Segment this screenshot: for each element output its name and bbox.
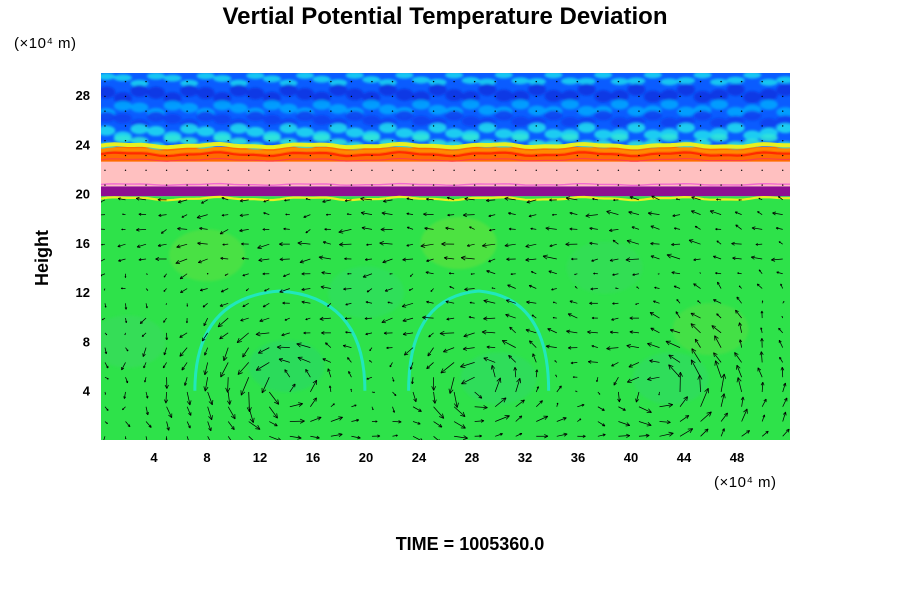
y-tick-label: 28 [76, 88, 90, 103]
x-tick-label: 4 [150, 450, 158, 465]
x-tick-label: 40 [624, 450, 638, 465]
y-axis-label: Height [32, 230, 52, 286]
x-tick-label: 12 [253, 450, 267, 465]
x-tick-label: 8 [203, 450, 210, 465]
y-tick-label: 20 [76, 187, 90, 202]
lower-field-texture [101, 216, 749, 405]
cell-edge-crescents [193, 289, 551, 391]
y-ticks: 4 8 12 16 20 24 28 [76, 88, 91, 399]
chart-title: Vertial Potential Temperature Deviation [222, 3, 667, 30]
x-tick-label: 24 [412, 450, 427, 465]
y-tick-label: 24 [76, 137, 91, 152]
x-tick-label: 16 [306, 450, 320, 465]
wind-vectors [101, 80, 790, 440]
x-tick-label: 48 [730, 450, 744, 465]
x-unit-label: (×10⁴ m) [714, 474, 777, 491]
y-unit-label: (×10⁴ m) [14, 35, 77, 52]
y-tick-label: 4 [83, 384, 91, 399]
color-band [101, 186, 790, 197]
x-tick-label: 28 [465, 450, 479, 465]
y-tick-label: 8 [83, 334, 90, 349]
y-tick-label: 12 [76, 285, 90, 300]
x-tick-label: 36 [571, 450, 585, 465]
transition-streaks [101, 141, 790, 202]
heatmap-field [101, 73, 790, 440]
x-tick-label: 32 [518, 450, 532, 465]
color-band [101, 161, 790, 187]
y-tick-label: 16 [76, 236, 90, 251]
x-tick-label: 20 [359, 450, 373, 465]
plot-area [101, 73, 790, 440]
x-tick-label: 44 [677, 450, 692, 465]
time-readout: TIME = 1005360.0 [396, 534, 545, 554]
x-ticks: 4 8 12 16 20 24 28 32 36 40 44 48 [150, 450, 744, 465]
